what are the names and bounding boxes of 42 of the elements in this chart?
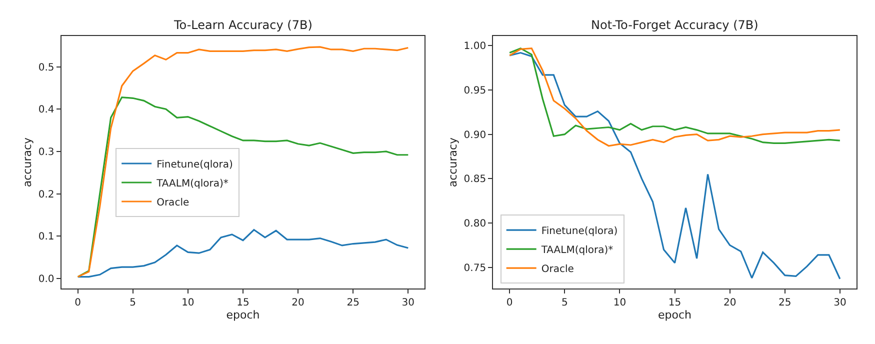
x-tick-label: 20 <box>292 298 304 309</box>
y-tick-label: 0.80 <box>464 218 486 230</box>
line-series <box>77 46 409 278</box>
legend-label: Finetune(qlora) <box>541 226 618 237</box>
x-tick-label: 0 <box>74 298 82 309</box>
x-tick-label: 25 <box>346 298 360 309</box>
y-tick-label: 0.0 <box>38 274 54 285</box>
x-tick-label: 5 <box>130 298 136 309</box>
y-tick-label: 1.00 <box>464 41 486 52</box>
y-tick-label: 0.2 <box>38 189 54 200</box>
y-tick-label: 0.95 <box>464 86 486 97</box>
legend-label: Oracle <box>541 264 574 275</box>
x-tick-label: 30 <box>402 298 415 309</box>
y-axis-title: accuracy <box>446 136 460 188</box>
x-tick-label: 25 <box>778 298 792 309</box>
x-tick-label: 20 <box>723 298 736 309</box>
x-tick-label: 10 <box>182 298 194 309</box>
x-tick-label: 5 <box>561 298 568 309</box>
line-series <box>508 52 841 280</box>
y-tick-label: 0.85 <box>464 174 486 186</box>
chart-title: To-Learn Accuracy (7B) <box>173 18 312 32</box>
y-tick-label: 0.5 <box>38 62 54 74</box>
legend-label: TAALM(qlora)* <box>156 178 228 190</box>
x-axis-title: epoch <box>226 308 260 322</box>
x-tick-label: 15 <box>668 298 682 309</box>
y-tick-label: 0.75 <box>464 262 486 274</box>
chart-title: Not-To-Forget Accuracy (7B) <box>591 18 758 32</box>
line-series <box>77 229 409 278</box>
legend-label: TAALM(qlora)* <box>540 244 614 256</box>
x-tick-label: 10 <box>613 298 626 309</box>
x-axis-title: epoch <box>658 308 692 322</box>
y-tick-label: 0.1 <box>38 232 54 243</box>
y-tick-label: 0.4 <box>38 104 54 116</box>
line-series <box>77 96 409 278</box>
legend-label: Finetune(qlora) <box>156 159 234 170</box>
x-tick-label: 15 <box>236 298 250 309</box>
y-tick-label: 0.3 <box>38 146 54 158</box>
x-tick-label: 0 <box>506 298 513 309</box>
y-axis-title: accuracy <box>21 136 34 188</box>
legend-label: Oracle <box>156 197 190 208</box>
x-tick-label: 30 <box>834 298 846 309</box>
y-tick-label: 0.90 <box>464 130 486 141</box>
